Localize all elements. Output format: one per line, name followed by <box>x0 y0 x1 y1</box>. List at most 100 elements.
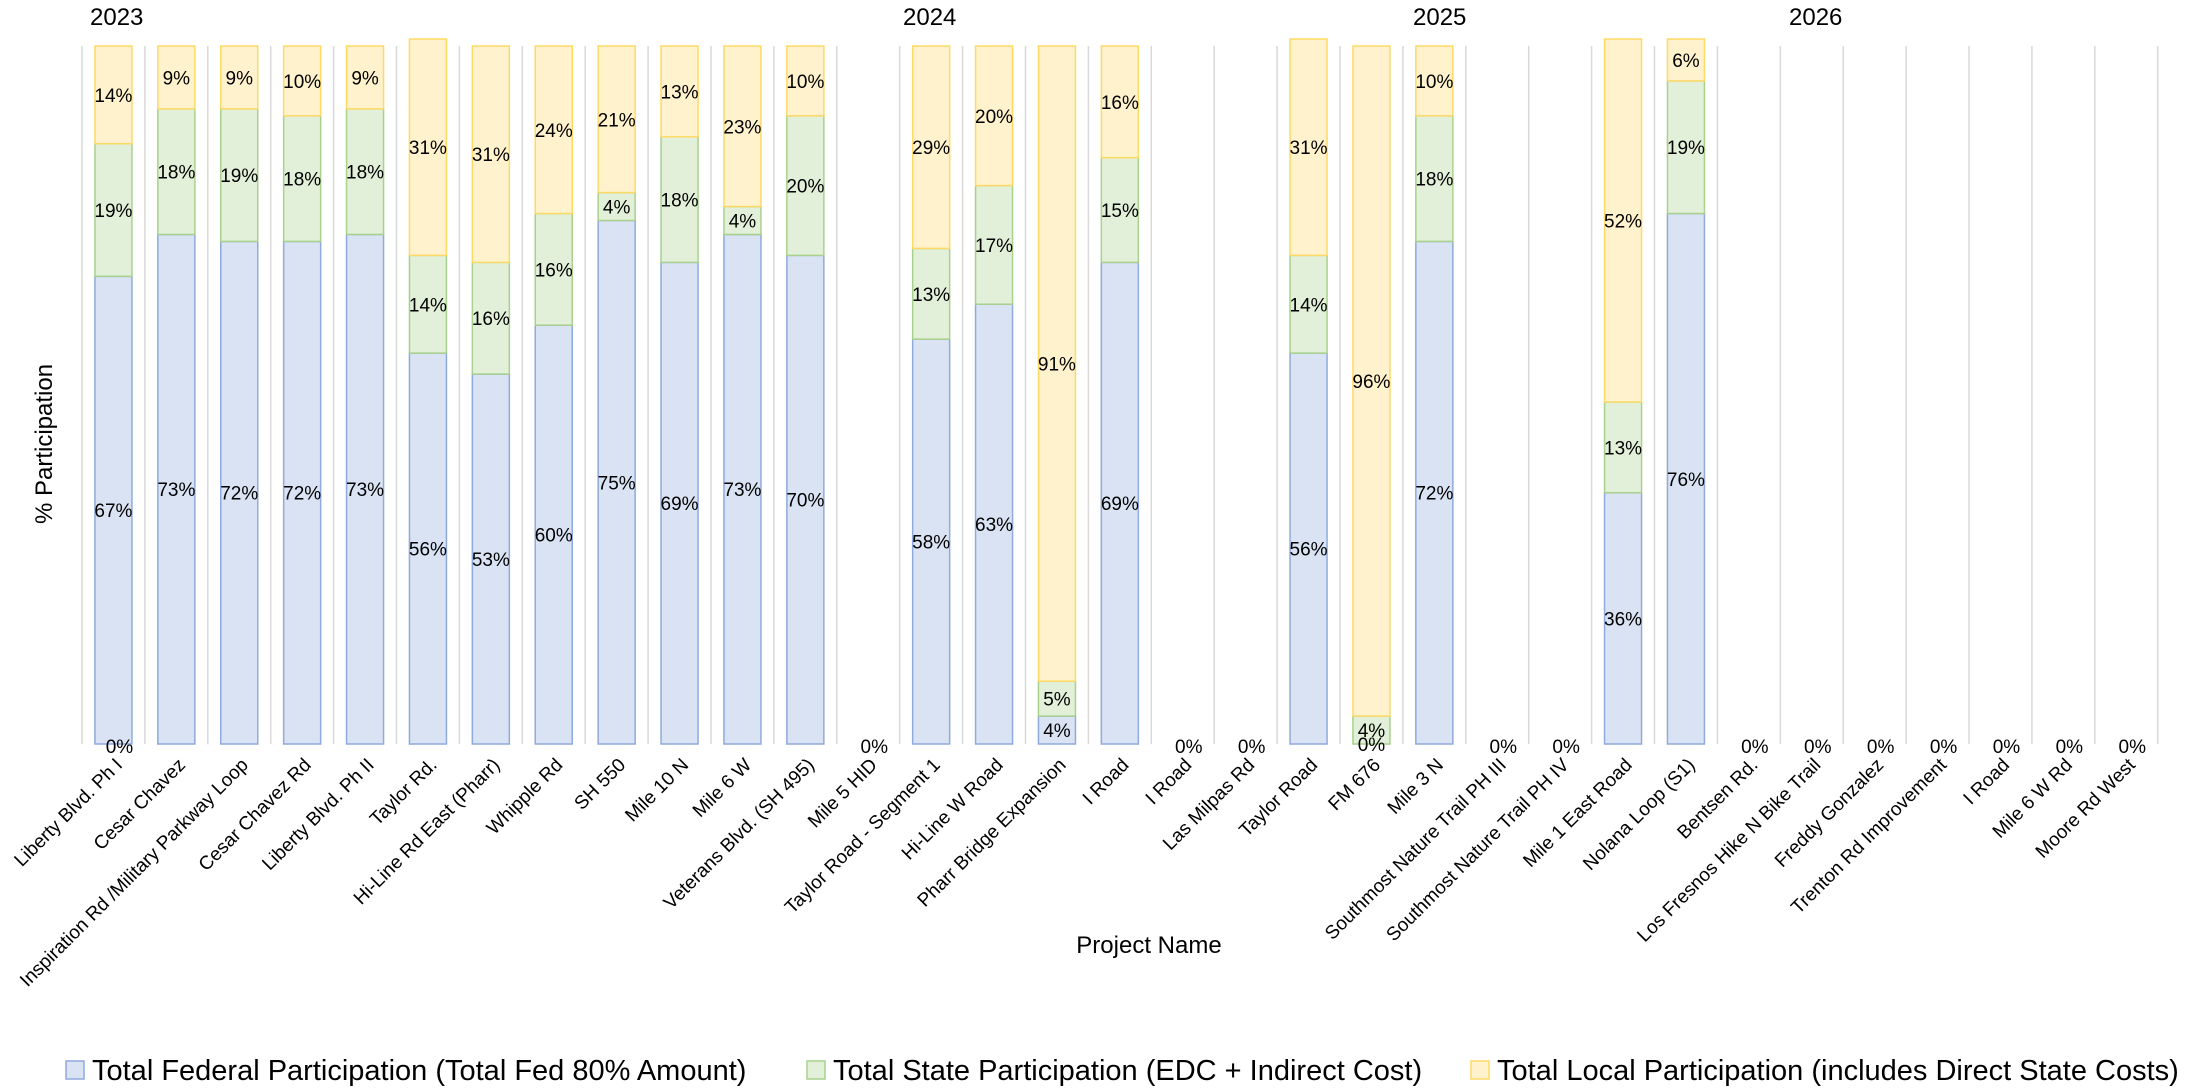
data-label: 9% <box>163 68 191 89</box>
bar-segment-series-1 <box>660 261 699 745</box>
data-label: 31% <box>1290 138 1328 159</box>
bar-segment-series-2 <box>786 115 825 257</box>
data-label: 56% <box>1290 540 1328 561</box>
data-label: 73% <box>157 480 195 501</box>
bar-segment-series-3 <box>534 45 573 215</box>
data-label: 0% <box>1358 735 1386 756</box>
data-label: 4% <box>603 198 631 219</box>
bar-segment-series-1 <box>1100 261 1140 745</box>
category-label: Inspiration Rd /Military Parkway Loop <box>16 755 253 992</box>
data-label: 96% <box>1352 372 1390 393</box>
bar-segment-series-3 <box>1289 38 1328 257</box>
bar-segment-series-2 <box>1666 80 1706 215</box>
category-label: I Road <box>1960 755 2014 809</box>
zero-data-label: 0% <box>1930 737 1958 758</box>
zero-data-label: 0% <box>2056 737 2084 758</box>
category-label: Cesar Chavez Rd <box>195 755 316 876</box>
zero-data-label: 0% <box>1804 737 1832 758</box>
data-label: 36% <box>1604 609 1642 630</box>
bar-segment-series-2 <box>1100 156 1140 264</box>
data-label: 4% <box>1043 721 1071 742</box>
data-label: 58% <box>912 533 950 554</box>
bar-segment-series-2 <box>282 115 322 243</box>
bar-segment-series-1 <box>157 233 196 745</box>
bar-segment-series-2 <box>471 261 511 375</box>
data-label: 72% <box>220 484 258 505</box>
bar-segment-series-2 <box>94 142 133 278</box>
bar-segment-series-3 <box>597 45 636 194</box>
category-label: Liberty Blvd. Ph I <box>11 755 127 871</box>
bar-segment-series-2 <box>974 184 1014 306</box>
data-label: 9% <box>351 68 379 89</box>
bar-segment-series-3 <box>1666 38 1706 82</box>
data-label: 19% <box>220 166 258 187</box>
category-label: Freddy Gonzalez <box>1771 755 1888 872</box>
bar-segment-series-1 <box>345 233 385 745</box>
data-label: 17% <box>975 236 1013 257</box>
legend-entry: Total State Participation (EDC + Indirec… <box>833 1055 1422 1087</box>
data-label: 20% <box>786 177 824 198</box>
data-label: 18% <box>346 163 384 184</box>
data-label: 60% <box>535 526 573 547</box>
bar-segment-series-2 <box>345 108 385 236</box>
category-label: Liberty Blvd. Ph II <box>258 755 378 875</box>
category-label: Nolana Loop (S1) <box>1579 755 1699 875</box>
data-label: 14% <box>1290 295 1328 316</box>
data-label: 16% <box>1101 93 1139 114</box>
data-label: 31% <box>409 138 447 159</box>
bar-segment-series-2 <box>1037 680 1077 717</box>
data-label: 13% <box>912 285 950 306</box>
category-label: FM 676 <box>1325 755 1385 815</box>
zero-data-label: 0% <box>1238 737 1266 758</box>
legend-entry: Total Federal Participation (Total Fed 8… <box>92 1055 746 1087</box>
data-label: 91% <box>1038 355 1076 376</box>
bar-segment-series-1 <box>911 338 951 745</box>
category-label: I Road <box>1142 755 1196 809</box>
data-label: 18% <box>157 163 195 184</box>
data-label: 31% <box>472 145 510 166</box>
zero-data-label: 0% <box>1552 737 1580 758</box>
bar-segment-series-3 <box>786 45 825 117</box>
data-label: 6% <box>1672 51 1700 72</box>
data-label: 69% <box>661 494 699 515</box>
bar-segment-series-2 <box>157 108 196 236</box>
bar-segment-series-2 <box>1352 715 1391 745</box>
zero-data-label: 0% <box>2119 737 2147 758</box>
data-label: 13% <box>1604 438 1642 459</box>
zero-data-label: 0% <box>1993 737 2021 758</box>
bar-segment-series-3 <box>1603 38 1643 403</box>
bars-layer <box>94 38 1706 745</box>
data-label: 63% <box>975 515 1013 536</box>
data-label: 14% <box>409 295 447 316</box>
bar-segment-series-2 <box>1415 115 1454 243</box>
data-labels-layer: 67% 19% 14% 0% 73% 18% 9% 72% 19% 9% 72% 18% 10% 73% 1… <box>94 51 2146 758</box>
y-axis-title: % Participation <box>31 364 58 524</box>
bar-segment-series-1 <box>220 240 259 745</box>
legend-entry: Total Local Participation (includes Dire… <box>1497 1055 2179 1087</box>
data-label: 5% <box>1043 690 1071 711</box>
data-label: 15% <box>1101 201 1139 222</box>
bar-segment-series-3 <box>471 45 511 264</box>
bar-segment-series-3 <box>1037 45 1077 682</box>
category-label: I Road <box>1079 755 1133 809</box>
data-label: 52% <box>1604 212 1642 233</box>
data-label: 73% <box>723 480 761 501</box>
data-label: 10% <box>283 72 321 93</box>
data-label: 76% <box>1667 470 1705 491</box>
legend-swatch <box>806 1060 826 1080</box>
data-label: 19% <box>94 201 132 222</box>
bar-segment-series-1 <box>1603 491 1643 745</box>
data-label: 18% <box>283 170 321 191</box>
bar-segment-series-1 <box>974 303 1014 745</box>
zero-data-label: 0% <box>1867 737 1895 758</box>
data-label: 4% <box>729 212 757 233</box>
legend-swatch <box>65 1060 85 1080</box>
year-group-labels: 2023 2024 2025 2026 <box>90 4 1842 31</box>
category-label: Mile 1 East Road <box>1519 755 1636 872</box>
data-label: 19% <box>1667 138 1705 159</box>
bar-segment-series-2 <box>660 135 699 264</box>
category-label: SH 550 <box>571 755 631 815</box>
data-label: 56% <box>409 540 447 561</box>
legend: Total Federal Participation (Total Fed 8… <box>65 1055 2179 1087</box>
bar-segment-series-2 <box>911 247 951 340</box>
